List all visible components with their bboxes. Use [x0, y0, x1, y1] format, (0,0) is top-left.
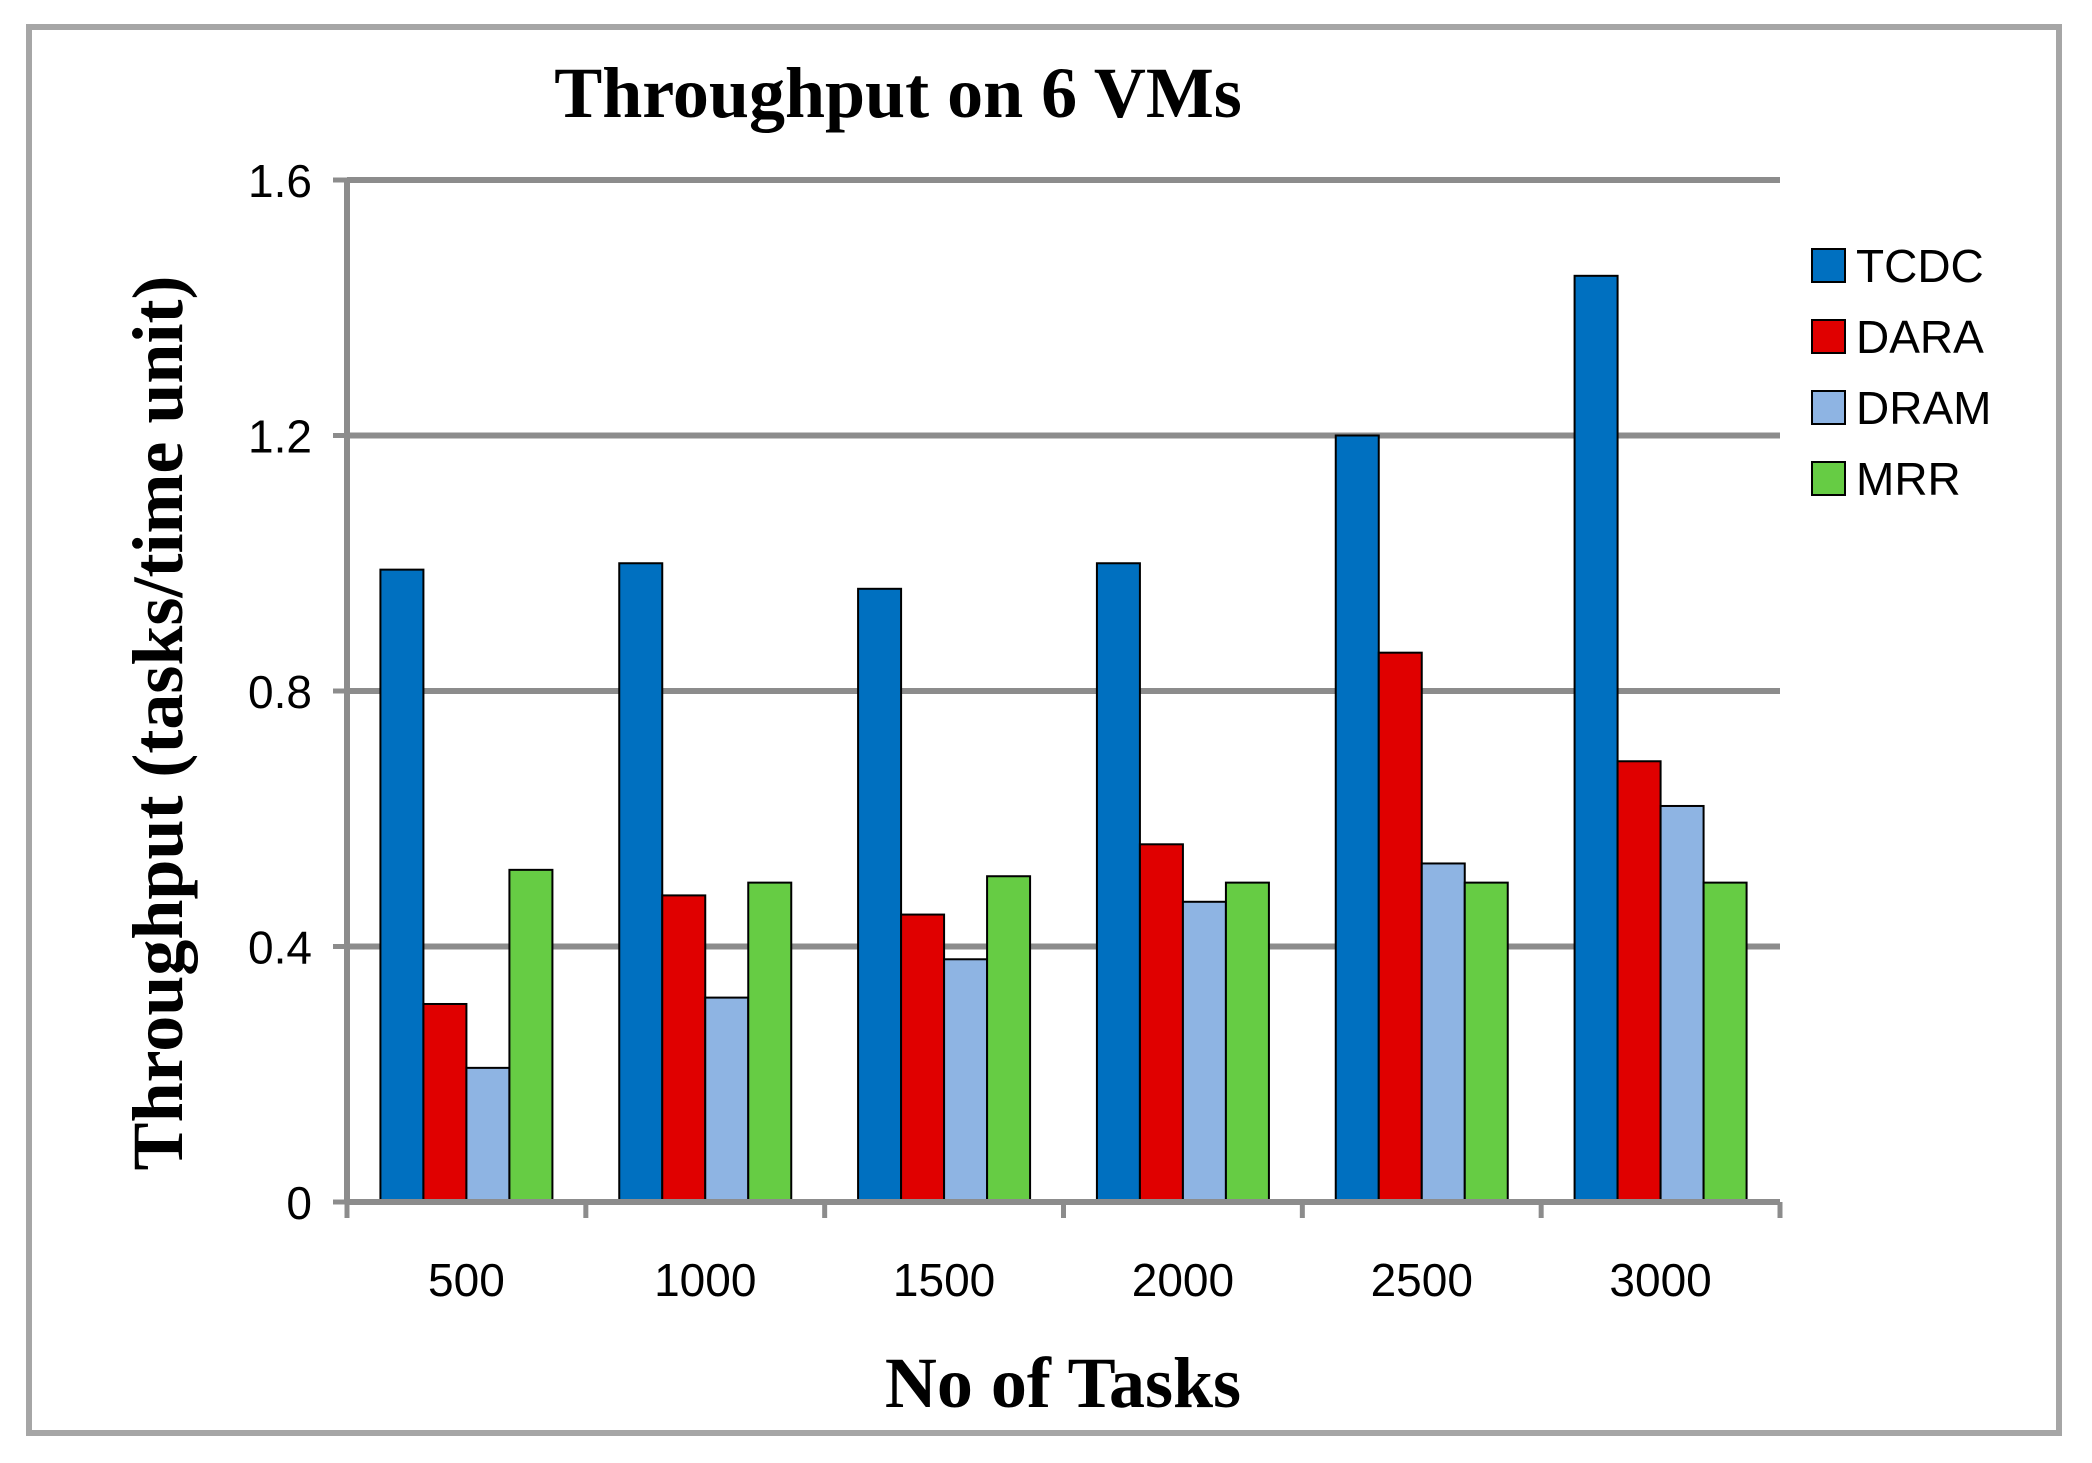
axes [344, 180, 1783, 1218]
bar-mrr-1500 [986, 875, 1032, 1203]
y-tick-label: 0 [286, 1177, 312, 1229]
bar-tcdc-1500 [857, 587, 903, 1203]
bar-mrr-500 [508, 868, 554, 1203]
bar-dara-2000 [1138, 843, 1184, 1203]
bar-tcdc-2500 [1334, 434, 1380, 1203]
bar-dara-1500 [900, 913, 946, 1203]
bar-dram-500 [465, 1066, 511, 1204]
legend-label-mrr: MRR [1856, 453, 1961, 505]
x-tick-label: 2000 [1132, 1254, 1234, 1306]
bar-mrr-3000 [1702, 881, 1748, 1203]
bar-dram-3000 [1659, 804, 1705, 1203]
legend-label-dara: DARA [1856, 311, 1984, 363]
x-tick-label: 3000 [1609, 1254, 1711, 1306]
bar-dram-1500 [943, 958, 989, 1204]
x-tick-labels: 500 1000 1500 2000 2500 3000 [428, 1254, 1712, 1306]
x-tick-label: 1500 [893, 1254, 995, 1306]
y-tick-label: 0.4 [248, 922, 312, 974]
bar-mrr-2500 [1463, 881, 1509, 1203]
gridlines [333, 177, 1780, 1205]
bar-mrr-2000 [1224, 881, 1270, 1203]
bar-dara-2500 [1377, 651, 1423, 1203]
legend-swatch-dram [1811, 390, 1846, 425]
x-axis-title: No of Tasks [885, 1343, 1241, 1423]
bar-dara-1000 [661, 894, 707, 1204]
bar-mrr-1000 [747, 881, 793, 1203]
y-tick-label: 1.2 [248, 411, 312, 463]
bar-dram-2000 [1181, 900, 1227, 1203]
legend-swatch-dara [1811, 319, 1846, 354]
legend-label-dram: DRAM [1856, 382, 1991, 434]
bar-tcdc-500 [379, 568, 425, 1203]
y-tick-label: 0.8 [248, 666, 312, 718]
x-tick-label: 2500 [1371, 1254, 1473, 1306]
bar-dram-2500 [1420, 862, 1466, 1204]
chart-title: Throughput on 6 VMs [554, 53, 1242, 133]
bar-dram-1000 [704, 996, 750, 1203]
bar-tcdc-3000 [1573, 274, 1619, 1203]
bar-tcdc-2000 [1095, 562, 1141, 1203]
x-tick-label: 500 [428, 1254, 505, 1306]
legend: TCDC DARA DRAM MRR [1811, 240, 1991, 505]
y-tick-label: 1.6 [248, 155, 312, 207]
bars [379, 274, 1748, 1204]
legend-swatch-tcdc [1811, 248, 1846, 283]
y-axis-title: Throughput (tasks/time unit) [118, 276, 198, 1171]
bar-tcdc-1000 [618, 562, 664, 1203]
bar-dara-3000 [1616, 760, 1662, 1203]
legend-label-tcdc: TCDC [1856, 240, 1984, 292]
y-tick-labels: 0 0.4 0.8 1.2 1.6 [248, 155, 312, 1229]
x-tick-label: 1000 [654, 1254, 756, 1306]
bar-dara-500 [422, 1002, 468, 1203]
legend-swatch-mrr [1811, 461, 1846, 496]
